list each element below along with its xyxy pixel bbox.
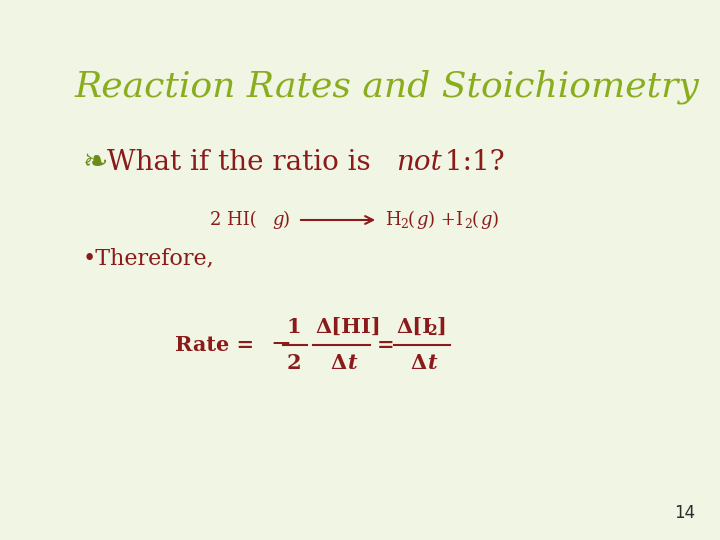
Text: ): ): [283, 211, 290, 229]
Text: 2 HI(: 2 HI(: [210, 211, 257, 229]
Text: (: (: [408, 211, 415, 229]
Text: •Therefore,: •Therefore,: [83, 247, 215, 269]
Text: ) +: ) +: [428, 211, 462, 229]
Text: −: −: [270, 334, 291, 356]
Text: t: t: [348, 353, 358, 373]
Text: ❧: ❧: [83, 147, 109, 177]
Text: Δ[HI]: Δ[HI]: [315, 317, 381, 337]
Text: H: H: [385, 211, 400, 229]
Text: (: (: [472, 211, 479, 229]
Text: Δ[I: Δ[I: [396, 317, 432, 337]
Text: What if the ratio is: What if the ratio is: [107, 148, 379, 176]
Text: Rate =: Rate =: [175, 335, 261, 355]
Text: Δ: Δ: [330, 353, 346, 373]
Text: g: g: [272, 211, 284, 229]
Text: Reaction Rates and Stoichiometry: Reaction Rates and Stoichiometry: [75, 70, 700, 105]
Text: 1: 1: [287, 317, 301, 337]
Text: 14: 14: [674, 504, 695, 522]
Text: I: I: [455, 211, 462, 229]
Text: 2: 2: [464, 218, 472, 231]
Text: g: g: [480, 211, 492, 229]
Text: ): ): [492, 211, 499, 229]
Text: g: g: [416, 211, 428, 229]
Text: 1:1?: 1:1?: [436, 148, 505, 176]
Text: t: t: [428, 353, 438, 373]
Text: =: =: [377, 335, 395, 355]
Text: not: not: [396, 148, 442, 176]
Text: 2: 2: [287, 353, 301, 373]
Text: ]: ]: [437, 317, 447, 337]
Text: 2: 2: [427, 324, 436, 338]
Text: 2: 2: [400, 218, 408, 231]
Text: Δ: Δ: [410, 353, 426, 373]
